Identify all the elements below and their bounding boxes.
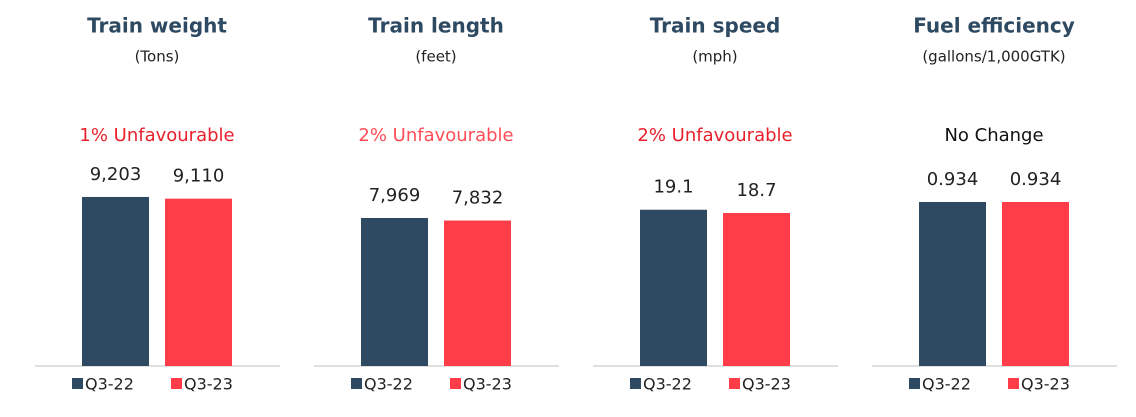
chart-title: Fuel efficiency xyxy=(913,14,1075,38)
chart-subtitle: (gallons/1,000GTK) xyxy=(922,48,1065,66)
legend-label: Q3-23 xyxy=(184,375,233,394)
legend-swatch xyxy=(909,378,920,389)
bar xyxy=(82,196,149,366)
chart-subtitle: (feet) xyxy=(415,48,456,66)
chart-title: Train length xyxy=(368,14,504,38)
bar xyxy=(919,201,986,366)
chart-subtitle: (mph) xyxy=(692,48,737,66)
value-label: 18.7 xyxy=(736,180,776,201)
bar xyxy=(165,198,232,366)
legend-label: Q3-22 xyxy=(85,375,134,394)
bar xyxy=(361,217,428,366)
value-label: 9,203 xyxy=(90,164,142,185)
legend-label: Q3-22 xyxy=(364,375,413,394)
value-label: 9,110 xyxy=(173,166,225,187)
legend-swatch xyxy=(351,378,362,389)
chart-title: Train weight xyxy=(87,14,227,38)
legend-swatch xyxy=(729,378,740,389)
legend-swatch xyxy=(630,378,641,389)
legend-label: Q3-22 xyxy=(922,375,971,394)
chart-panel: Train weight (Tons) 1% Unfavourable 9,203 Q3… xyxy=(35,14,280,394)
annotation: 2% Unfavourable xyxy=(358,125,513,146)
bar xyxy=(1002,201,1069,366)
legend-label: Q3-23 xyxy=(463,375,512,394)
legend-label: Q3-23 xyxy=(1021,375,1070,394)
bar xyxy=(444,220,511,366)
legend-label: Q3-23 xyxy=(742,375,791,394)
value-label: 0.934 xyxy=(1010,169,1062,190)
value-label: 0.934 xyxy=(927,169,979,190)
annotation: 1% Unfavourable xyxy=(79,125,234,146)
chart-title: Train speed xyxy=(650,14,781,38)
chart-subtitle: (Tons) xyxy=(135,48,180,66)
legend-swatch xyxy=(1008,378,1019,389)
bar xyxy=(640,209,707,366)
value-label: 7,969 xyxy=(369,185,421,206)
bar xyxy=(723,213,790,366)
chart-panel: Train speed (mph) 2% Unfavourable 19.1 Q3-22… xyxy=(593,14,838,394)
annotation: No Change xyxy=(944,125,1043,146)
chart-panel: Fuel efficiency (gallons/1,000GTK) No Chan… xyxy=(872,14,1117,394)
legend-swatch xyxy=(450,378,461,389)
legend-swatch xyxy=(72,378,83,389)
legend-swatch xyxy=(171,378,182,389)
chart-panel: Train length (feet) 2% Unfavourable 7,969 Q3… xyxy=(314,14,559,394)
legend-label: Q3-22 xyxy=(643,375,692,394)
value-label: 19.1 xyxy=(653,177,693,198)
annotation: 2% Unfavourable xyxy=(637,125,792,146)
value-label: 7,832 xyxy=(452,188,504,209)
